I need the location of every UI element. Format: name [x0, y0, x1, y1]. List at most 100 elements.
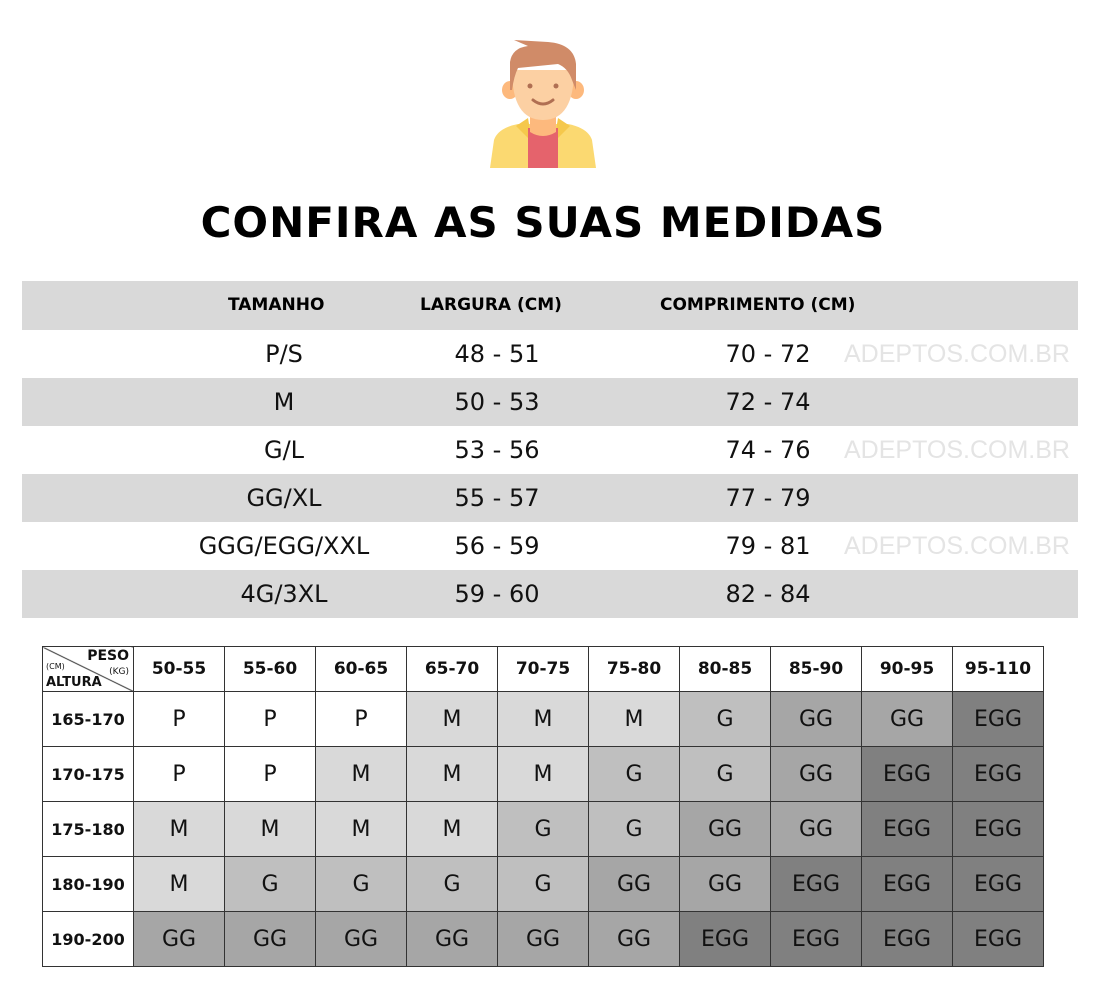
size-cell: G	[497, 856, 589, 912]
size-cell: P	[133, 746, 225, 802]
header-largura: LARGURA (CM)	[420, 295, 562, 315]
weight-header: 90-95	[861, 646, 953, 692]
header-comprimento: COMPRIMENTO (CM)	[660, 295, 856, 315]
size-cell: M	[406, 801, 498, 857]
weight-header: 85-90	[770, 646, 862, 692]
size-cell: G/L	[263, 436, 305, 464]
weight-header: 50-55	[133, 646, 225, 692]
kg-label: (KG)	[109, 667, 129, 677]
grid-header-row: PESO (KG) (CM) ALTURA 50-55 55-60 60-65 65-70 70…	[42, 646, 1044, 692]
size-cell: GG	[770, 746, 862, 802]
length-cell: 79 - 81	[725, 532, 811, 560]
table-row: ADEPTOS.COM.BR P/S 48 - 51 70 - 72	[22, 330, 1078, 378]
grid-corner-label: PESO (KG) (CM) ALTURA	[42, 646, 134, 692]
weight-header: 60-65	[315, 646, 407, 692]
length-cell: 72 - 74	[725, 388, 811, 416]
altura-label: ALTURA	[46, 675, 102, 690]
watermark: ADEPTOS.COM.BR	[844, 340, 1070, 368]
width-cell: 55 - 57	[454, 484, 540, 512]
table-row: 4G/3XL 59 - 60 82 - 84	[22, 570, 1078, 618]
table-row: ADEPTOS.COM.BR G/L 53 - 56 74 - 76	[22, 426, 1078, 474]
size-cell: GG	[770, 801, 862, 857]
size-cell: M	[315, 801, 407, 857]
weight-header: 95-110	[952, 646, 1044, 692]
weight-header: 70-75	[497, 646, 589, 692]
size-cell: EGG	[770, 856, 862, 912]
size-cell: EGG	[770, 911, 862, 967]
measures-table: TAMANHO LARGURA (CM) COMPRIMENTO (CM) AD…	[22, 281, 1078, 618]
size-cell: GG	[588, 856, 680, 912]
size-cell: M	[224, 801, 316, 857]
size-cell: G	[588, 801, 680, 857]
weight-header: 80-85	[679, 646, 771, 692]
size-cell: M	[406, 746, 498, 802]
height-header: 190-200	[42, 911, 134, 967]
size-cell: EGG	[952, 911, 1044, 967]
size-cell: M	[588, 691, 680, 747]
size-cell: EGG	[952, 856, 1044, 912]
size-cell: P/S	[265, 340, 303, 368]
size-cell: EGG	[952, 746, 1044, 802]
width-cell: 59 - 60	[454, 580, 540, 608]
grid-row: 165-170 P P P M M M G GG GG EGG	[42, 691, 1044, 747]
length-cell: 70 - 72	[725, 340, 811, 368]
height-header: 165-170	[42, 691, 134, 747]
weight-header: 65-70	[406, 646, 498, 692]
size-cell: GG	[679, 856, 771, 912]
size-cell: G	[679, 746, 771, 802]
measures-header: TAMANHO LARGURA (CM) COMPRIMENTO (CM)	[22, 281, 1078, 330]
size-cell: EGG	[861, 911, 953, 967]
size-cell: EGG	[952, 801, 1044, 857]
size-cell: GG	[224, 911, 316, 967]
size-cell: EGG	[861, 801, 953, 857]
size-cell: G	[315, 856, 407, 912]
size-cell: G	[224, 856, 316, 912]
size-cell: P	[133, 691, 225, 747]
watermark: ADEPTOS.COM.BR	[844, 436, 1070, 464]
size-grid: PESO (KG) (CM) ALTURA 50-55 55-60 60-65 65-70 70…	[42, 646, 1044, 967]
person-avatar-icon	[490, 40, 596, 168]
grid-row: 180-190 M G G G G GG GG EGG EGG EGG	[42, 856, 1044, 912]
size-cell: G	[497, 801, 589, 857]
size-cell: 4G/3XL	[240, 580, 328, 608]
size-cell: P	[224, 691, 316, 747]
grid-row: 170-175 P P M M M G G GG EGG EGG	[42, 746, 1044, 802]
size-cell: GG	[497, 911, 589, 967]
width-cell: 50 - 53	[454, 388, 540, 416]
size-cell: GG	[315, 911, 407, 967]
size-cell: GGG/EGG/XXL	[198, 532, 370, 560]
size-cell: EGG	[952, 691, 1044, 747]
size-cell: EGG	[861, 746, 953, 802]
height-header: 170-175	[42, 746, 134, 802]
grid-row: 190-200 GG GG GG GG GG GG EGG EGG EGG EGG	[42, 911, 1044, 967]
size-cell: M	[133, 801, 225, 857]
watermark: ADEPTOS.COM.BR	[844, 532, 1070, 560]
size-cell: P	[315, 691, 407, 747]
size-cell: M	[406, 691, 498, 747]
size-cell: GG	[133, 911, 225, 967]
table-row: GG/XL 55 - 57 77 - 79	[22, 474, 1078, 522]
size-cell: M	[273, 388, 295, 416]
size-cell: P	[224, 746, 316, 802]
width-cell: 48 - 51	[454, 340, 540, 368]
size-cell: GG	[406, 911, 498, 967]
height-header: 180-190	[42, 856, 134, 912]
size-cell: GG	[770, 691, 862, 747]
size-cell: G	[588, 746, 680, 802]
size-cell: M	[497, 746, 589, 802]
height-header: 175-180	[42, 801, 134, 857]
cm-label: (CM)	[46, 662, 65, 671]
size-cell: G	[679, 691, 771, 747]
length-cell: 82 - 84	[725, 580, 811, 608]
size-cell: GG/XL	[246, 484, 322, 512]
table-row: ADEPTOS.COM.BR GGG/EGG/XXL 56 - 59 79 - 81	[22, 522, 1078, 570]
grid-row: 175-180 M M M M G G GG GG EGG EGG	[42, 801, 1044, 857]
size-cell: M	[315, 746, 407, 802]
size-cell: G	[406, 856, 498, 912]
length-cell: 77 - 79	[725, 484, 811, 512]
size-cell: EGG	[679, 911, 771, 967]
size-cell: GG	[679, 801, 771, 857]
size-cell: M	[497, 691, 589, 747]
length-cell: 74 - 76	[725, 436, 811, 464]
width-cell: 53 - 56	[454, 436, 540, 464]
